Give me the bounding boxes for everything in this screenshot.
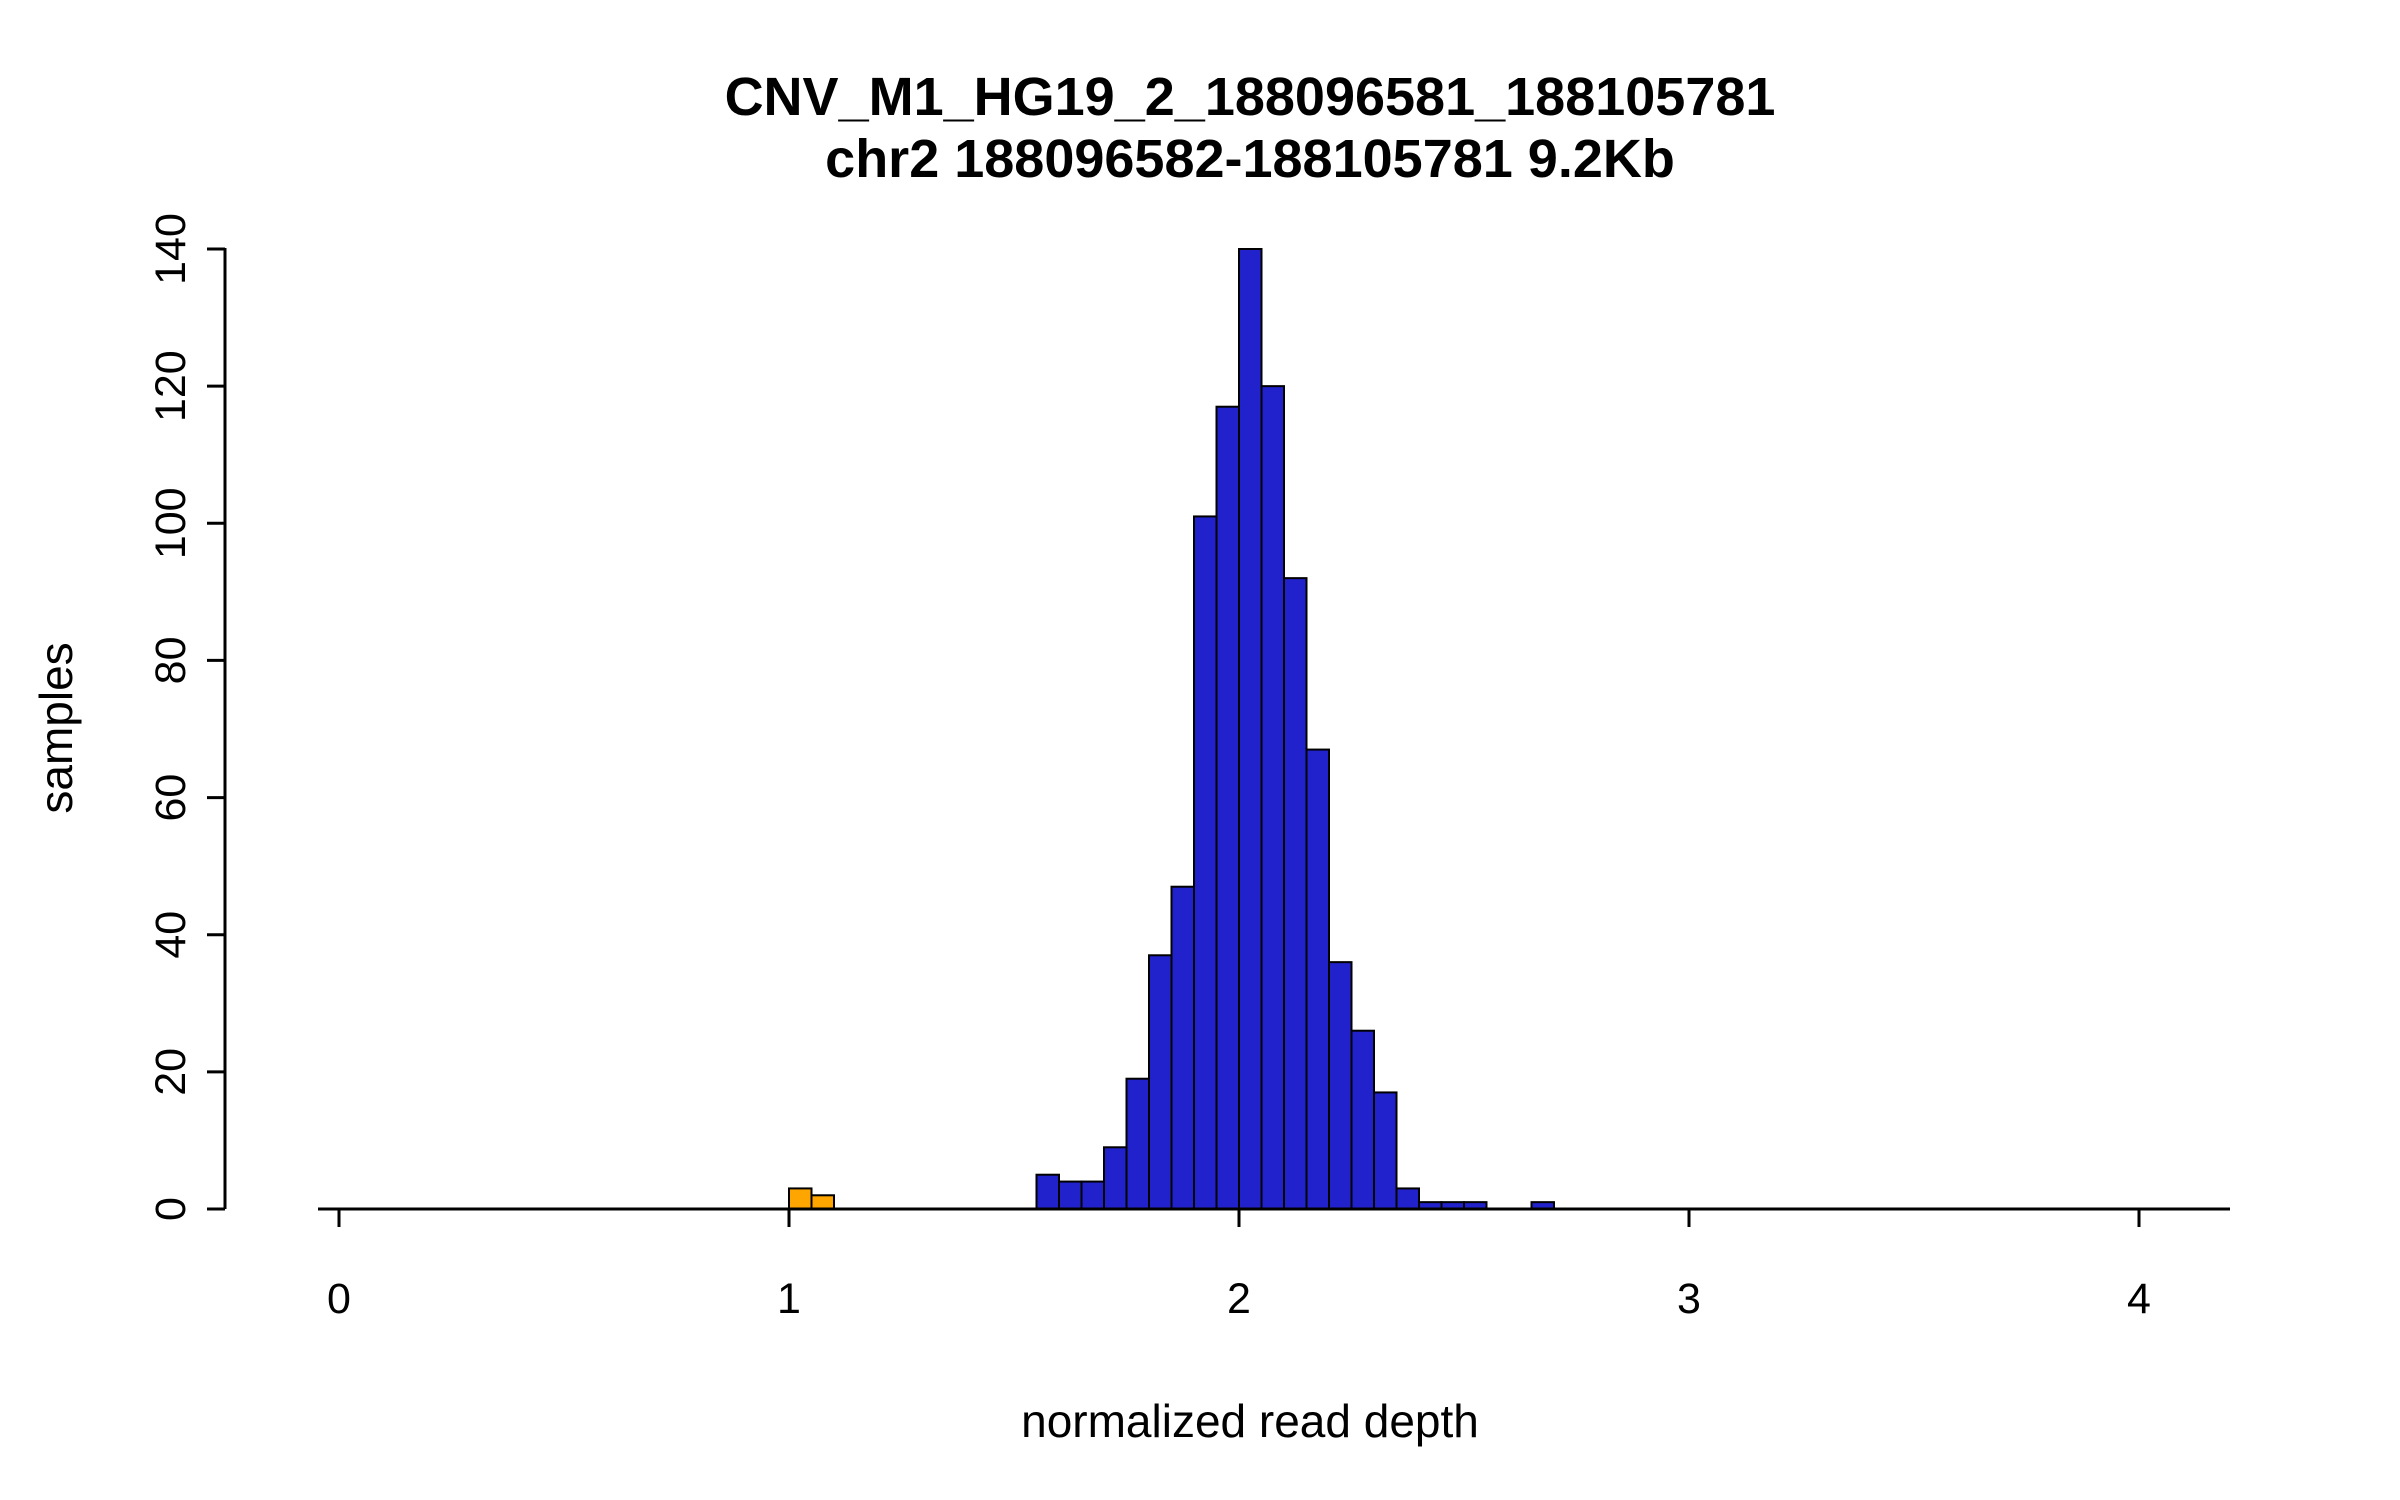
y-tick-label: 100 (147, 487, 195, 559)
y-tick-label: 140 (147, 213, 195, 285)
x-tick-label: 2 (1227, 1275, 1251, 1323)
y-tick-label: 60 (147, 774, 195, 822)
histogram-bars (788, 248, 1555, 1211)
histogram-bar (1238, 248, 1263, 1210)
histogram-bar (1193, 515, 1218, 1210)
histogram-bar (1080, 1180, 1105, 1210)
histogram-bar (1373, 1091, 1398, 1211)
y-tick-label: 40 (147, 911, 195, 959)
x-axis-label: normalized read depth (1021, 1395, 1479, 1447)
x-tick-label: 1 (777, 1275, 801, 1323)
histogram-bar (1395, 1187, 1420, 1211)
x-tick-label: 3 (1677, 1275, 1701, 1323)
histogram-bar (1035, 1173, 1060, 1210)
histogram-bar (1148, 954, 1173, 1210)
x-tick-label: 0 (327, 1275, 351, 1323)
y-axis-label: samples (30, 642, 82, 813)
y-tick-label: 120 (147, 350, 195, 422)
chart-subtitle: chr2 188096582-188105781 9.2Kb (825, 129, 1675, 189)
y-tick-label: 20 (147, 1048, 195, 1096)
histogram-bar (1215, 405, 1240, 1210)
histogram-bar (810, 1194, 835, 1211)
histogram-bar (1103, 1146, 1128, 1211)
histogram-bar (1170, 885, 1195, 1210)
histogram-bar (788, 1187, 813, 1211)
y-tick-label: 0 (147, 1197, 195, 1221)
x-tick-label: 4 (2127, 1275, 2151, 1323)
histogram-bar (1305, 748, 1330, 1210)
histogram-bar (1260, 385, 1285, 1210)
histogram-bar (1125, 1077, 1150, 1210)
histogram-bar (1283, 577, 1308, 1210)
chart-title: CNV_M1_HG19_2_188096581_188105781 (725, 67, 1776, 127)
y-tick-label: 80 (147, 637, 195, 685)
histogram-bar (1350, 1029, 1375, 1210)
histogram-bar (1328, 961, 1353, 1211)
histogram-bar (1058, 1180, 1083, 1210)
